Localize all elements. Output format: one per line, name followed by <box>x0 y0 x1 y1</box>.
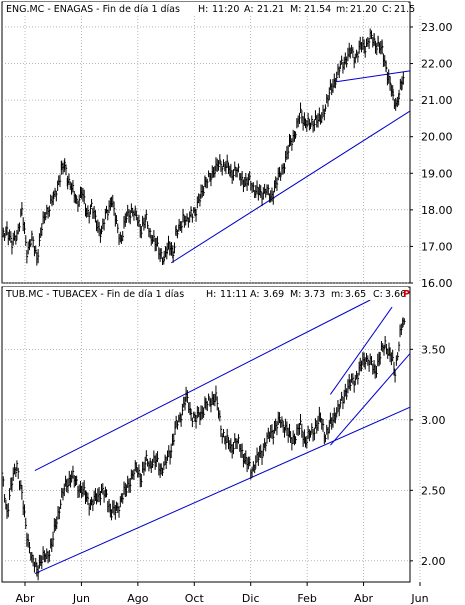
enagas-header-background <box>3 2 408 15</box>
tubacex-gridlines <box>2 300 421 582</box>
x-tick-label: Abr <box>354 592 374 605</box>
tubacex-quote-label-open: A: <box>250 289 260 300</box>
enagas-title: ENG.MC - ENAGAS - Fin de día 1 días <box>6 4 180 15</box>
tubacex-quote-high: 3.73 <box>304 289 325 300</box>
y-tick-label: 23.00 <box>421 21 453 34</box>
tubacex-chart-panel: 3.50 3.00 2.50 2.00 Abr Jun Ago Oct Dic Feb Abr Ju… <box>1 286 446 605</box>
tubacex-trendlines <box>34 299 411 574</box>
tubacex-quote-low: 3.65 <box>345 289 366 300</box>
enagas-quote-time: 11:20 <box>212 4 239 15</box>
y-tick-label: 3.00 <box>421 414 446 427</box>
y-tick-label: 19.00 <box>421 167 453 180</box>
tubacex-header: TUB.MC - TUBACEX - Fin de día 1 días H: … <box>3 287 410 300</box>
enagas-quote-label-low: m: <box>336 4 348 15</box>
tubacex-quote-label-time: H: <box>206 289 216 300</box>
enagas-quote-label-close: C: <box>382 4 392 15</box>
enagas-plot-frame <box>1 1 411 284</box>
trendline <box>330 353 411 446</box>
x-tick-label: Feb <box>297 592 316 605</box>
enagas-quote-close: 21.5 <box>394 4 415 15</box>
tubacex-quote-time: 11:11 <box>220 289 247 300</box>
enagas-quote-label-high: M: <box>290 4 301 15</box>
x-tick-label: Jun <box>72 592 90 605</box>
tubacex-y-axis: 3.50 3.00 2.50 2.00 <box>410 343 446 568</box>
tubacex-header-background <box>3 287 408 300</box>
enagas-trendlines <box>170 70 411 264</box>
tubacex-title: TUB.MC - TUBACEX - Fin de día 1 días <box>5 289 184 300</box>
y-tick-label: 2.00 <box>421 555 446 568</box>
y-tick-label: 22.00 <box>421 58 453 71</box>
x-tick-label: Abr <box>15 592 35 605</box>
y-tick-label: 20.00 <box>421 131 453 144</box>
enagas-quote-low: 21.20 <box>350 4 377 15</box>
enagas-quote-high: 21.54 <box>304 4 331 15</box>
enagas-chart-panel: 23.00 22.00 21.00 20.00 19.00 18.00 17.00 16.00… <box>1 1 453 290</box>
x-tick-label: Jun <box>410 592 428 605</box>
tubacex-plot-frame <box>1 286 411 583</box>
enagas-quote-open: 21.21 <box>257 4 284 15</box>
y-tick-label: 2.50 <box>421 484 446 497</box>
enagas-price-bars <box>1 28 405 266</box>
x-tick-label: Ago <box>127 592 149 605</box>
y-tick-label: 3.50 <box>421 343 446 356</box>
enagas-quote-label-time: H: <box>198 4 208 15</box>
tubacex-quote-open: 3.69 <box>263 289 284 300</box>
y-tick-label: 16.00 <box>421 277 453 290</box>
tubacex-x-axis: Abr Jun Ago Oct Dic Feb Abr Jun <box>15 582 429 605</box>
y-tick-label: 17.00 <box>421 240 453 253</box>
tubacex-quote-close: 3.66 <box>385 289 406 300</box>
enagas-y-axis: 23.00 22.00 21.00 20.00 19.00 18.00 17.00 16.00 <box>410 21 453 290</box>
tubacex-flag: P <box>403 289 410 300</box>
tubacex-quote-label-high: M: <box>290 289 301 300</box>
y-tick-label: 18.00 <box>421 204 453 217</box>
tubacex-price-bars <box>1 317 406 581</box>
enagas-header: ENG.MC - ENAGAS - Fin de día 1 días H: 1… <box>3 2 415 15</box>
trendline <box>170 110 411 264</box>
enagas-quote-label-open: A: <box>244 4 254 15</box>
trendline <box>34 406 411 574</box>
trendline <box>335 70 411 83</box>
tubacex-quote-label-low: m: <box>331 289 343 300</box>
x-tick-label: Oct <box>185 592 205 605</box>
trendline <box>34 299 371 472</box>
tubacex-quote-label-close: C: <box>373 289 383 300</box>
y-tick-label: 21.00 <box>421 94 453 107</box>
x-tick-label: Dic <box>242 592 260 605</box>
trendline <box>329 306 393 395</box>
